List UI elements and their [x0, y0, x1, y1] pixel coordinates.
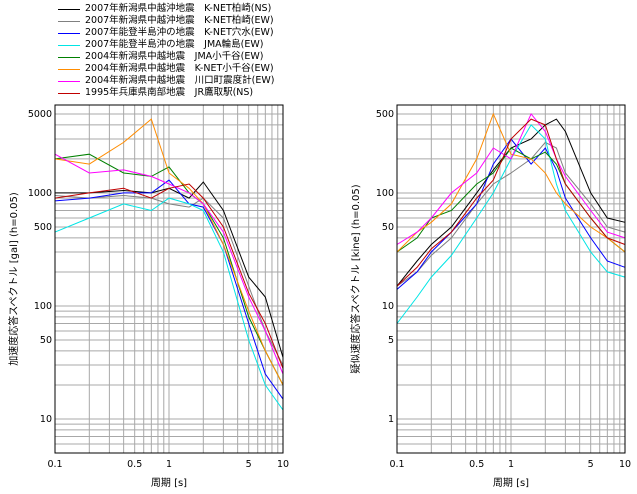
y-tick-label: 500: [376, 109, 394, 120]
y-tick-label: 50: [40, 335, 52, 346]
y-axis-label: 疑似速度応答スペクトル [kine] (h=0.05): [349, 184, 362, 373]
series-line: [396, 138, 626, 290]
y-tick-label: 1: [388, 414, 394, 425]
x-axis-label: 周期 [s]: [493, 477, 529, 489]
series-line: [396, 112, 626, 253]
y-tick-label: 1000: [28, 188, 52, 199]
y-tick-label: 50: [382, 222, 394, 233]
series-line: [396, 112, 626, 245]
legend-label: 2004年新潟県中越地震 JMA小千谷(EW): [85, 51, 264, 62]
legend-swatch: [58, 45, 80, 46]
x-tick-label: 10: [277, 459, 289, 470]
legend-swatch: [58, 21, 80, 22]
y-tick-label: 100: [376, 188, 394, 199]
legend-label: 2007年能登半島沖の地震 JMA輪島(EW): [85, 39, 264, 50]
series-line: [54, 118, 284, 386]
legend-label: 2004年新潟県中越地震 川口町震度計(EW): [85, 75, 275, 86]
legend-item: 2007年能登半島沖の地震 K-NET穴水(EW): [58, 27, 318, 39]
x-tick-label: 5: [588, 459, 594, 470]
x-tick-label: 0.1: [47, 459, 62, 470]
legend-swatch: [58, 93, 80, 94]
series-line: [396, 118, 626, 287]
x-tick-label: 0.1: [389, 459, 404, 470]
legend-swatch: [58, 9, 80, 10]
x-tick-label: 5: [246, 459, 252, 470]
legend-item: 2007年新潟県中越沖地震 K-NET柏崎(EW): [58, 15, 318, 27]
series-line: [396, 141, 626, 287]
legend-swatch: [58, 69, 80, 70]
y-tick-label: 5000: [28, 109, 52, 120]
series-line: [54, 194, 284, 366]
legend-label: 1995年兵庫県南部地震 JR鷹取駅(NS): [85, 87, 254, 98]
legend-item: 2007年能登半島沖の地震 JMA輪島(EW): [58, 39, 318, 51]
y-axis-label: 加速度応答スペクトル [gal] (h=0.05): [7, 192, 20, 366]
y-tick-label: 500: [34, 222, 52, 233]
legend-item: 2004年新潟県中越地震 K-NET小千谷(EW): [58, 63, 318, 75]
legend-swatch: [58, 33, 80, 34]
x-tick-label: 10: [619, 459, 631, 470]
legend-item: 2004年新潟県中越地震 JMA小千谷(EW): [58, 51, 318, 63]
series-line: [396, 124, 626, 324]
series-line: [55, 181, 284, 358]
legend-item: 2004年新潟県中越地震 川口町震度計(EW): [58, 75, 318, 87]
legend-label: 2007年新潟県中越沖地震 K-NET柏崎(EW): [85, 15, 274, 26]
plot-frame: [396, 104, 626, 454]
x-tick-label: 0.5: [469, 459, 484, 470]
series-line: [54, 183, 284, 369]
y-tick-label: 10: [40, 414, 52, 425]
legend-label: 2007年新潟県中越沖地震 K-NET柏崎(NS): [85, 3, 272, 14]
legend-swatch: [58, 81, 80, 82]
y-tick-label: 100: [34, 301, 52, 312]
y-tick-label: 5: [388, 335, 394, 346]
y-tick-label: 10: [382, 301, 394, 312]
x-tick-label: 1: [508, 459, 514, 470]
legend-item: 1995年兵庫県南部地震 JR鷹取駅(NS): [58, 87, 318, 99]
x-axis-label: 周期 [s]: [151, 477, 187, 489]
plot-frame: [54, 104, 284, 454]
series-line: [396, 118, 626, 287]
legend: 2007年新潟県中越沖地震 K-NET柏崎(NS) 2007年新潟県中越沖地震 …: [58, 3, 318, 99]
series-line: [54, 153, 284, 375]
legend-label: 2007年能登半島沖の地震 K-NET穴水(EW): [85, 27, 274, 38]
legend-item: 2007年新潟県中越沖地震 K-NET柏崎(NS): [58, 3, 318, 15]
legend-label: 2004年新潟県中越地震 K-NET小千谷(EW): [85, 63, 274, 74]
x-tick-label: 0.5: [127, 459, 142, 470]
series-line: [54, 197, 284, 411]
x-tick-label: 1: [166, 459, 172, 470]
legend-swatch: [58, 57, 80, 58]
